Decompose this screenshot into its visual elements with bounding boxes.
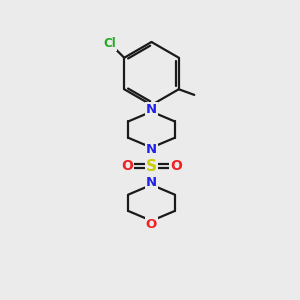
Text: N: N (146, 176, 157, 189)
Text: O: O (170, 159, 182, 173)
Text: O: O (121, 159, 133, 173)
Text: N: N (146, 143, 157, 157)
Text: S: S (146, 159, 157, 174)
Text: O: O (146, 218, 157, 231)
Text: N: N (146, 103, 157, 116)
Text: Cl: Cl (104, 37, 116, 50)
